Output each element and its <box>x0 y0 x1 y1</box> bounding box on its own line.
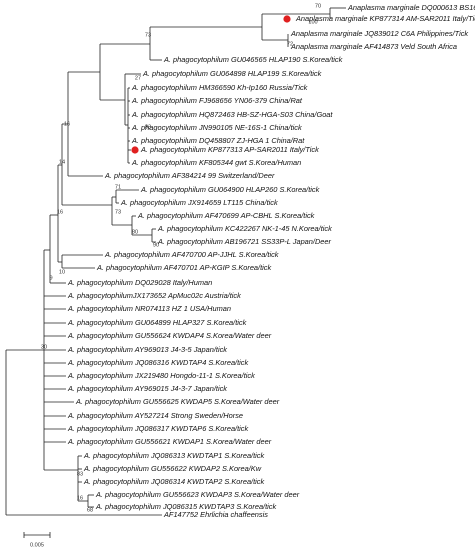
highlight-dot <box>131 146 139 154</box>
leaf-label: A. phagocytophilum GU046565 HLAP190 S.Ko… <box>163 55 343 64</box>
leaf-label: A. phagocytophilum AF470701 AP-KGIP S.Ko… <box>96 263 271 272</box>
leaf-label: A. phagocytophilum GU556625 KWDAP5 S.Kor… <box>75 397 280 406</box>
leaf-label: A. phagocytophilum GU064898 HLAP199 S.Ko… <box>142 69 322 78</box>
bootstrap-value: 83 <box>77 471 83 477</box>
leaf-label: A. phagocytophilum AY969013 J4-3-5 Japan… <box>67 345 227 354</box>
bootstrap-value: 9 <box>49 275 52 281</box>
leaf-label: A. phagocytophilum JQ086313 KWDTAP1 S.Ko… <box>83 451 265 460</box>
leaf-label: A. phagocytophilum AY969015 J4-3-7 Japan… <box>67 384 227 393</box>
leaf-label: A. phagocytophilum GU064900 HLAP260 S.Ko… <box>140 185 320 194</box>
leaf-label: Anaplasma marginale KP877314 AM-SAR2011 … <box>295 14 475 23</box>
leaf-label: A. phagocytophilum JN990105 NE-16S-1 Chi… <box>131 123 302 132</box>
bootstrap-value: 72 <box>287 41 293 47</box>
leaf-label: A. phagocytophilum AY527214 Strong Swede… <box>67 411 243 420</box>
leaf-label: A. phagocytophilum GU556623 KWDAP3 S.Kor… <box>95 490 300 499</box>
bootstrap-value: 73 <box>145 32 151 38</box>
leaf-label: Anaplasma marginale JQ839012 C6A Philipp… <box>290 29 468 38</box>
leaf-label: A. phagocytophilum JQ086316 KWDTAP4 S.Ko… <box>67 358 249 367</box>
scale-label: 0.005 <box>30 542 44 548</box>
bootstrap-value: 16 <box>57 209 63 215</box>
leaf-label: A. phagocytophilum AF470699 AP-CBHL S.Ko… <box>137 211 315 220</box>
leaf-label: A. phagocytophilum JX219480 Hongdo-11-1 … <box>67 371 255 380</box>
bootstrap-value: 16 <box>64 121 70 127</box>
leaf-label: A. phagocytophilum GU556621 KWDAP1 S.Kor… <box>67 437 272 446</box>
leaf-label: A. phagocytophilum JQ086314 KWDTAP2 S.Ko… <box>83 477 265 486</box>
leaf-label: A. phagocytophilum GU556622 KWDAP2 S.Kor… <box>83 464 262 473</box>
bootstrap-value: 80 <box>132 229 138 235</box>
highlight-dot <box>283 15 291 23</box>
bootstrap-value: 70 <box>315 3 321 9</box>
bootstrap-value: 14 <box>59 159 65 165</box>
bootstrap-value: 10 <box>59 269 65 275</box>
bootstrap-value: 68 <box>87 507 93 513</box>
leaf-label: A. phagocytophilum KF805344 gwt S.Korea/… <box>131 158 301 167</box>
leaf-label: A. phagocytophilum GU556624 KWDAP4 S.Kor… <box>67 331 272 340</box>
leaf-label: A. phagocytophilum NR074113 HZ 1 USA/Hum… <box>67 304 231 313</box>
leaf-label: A. phagocytophilum JQ086317 KWDTAP6 S.Ko… <box>67 424 249 433</box>
leaf-label: A. phagocytophilum DQ029028 Italy/Human <box>67 278 212 287</box>
leaf-label: A. phagocytophilum HM366590 Kh-Ip160 Rus… <box>131 83 308 92</box>
leaf-label: A. phagocytophilum AF470700 AP-JJHL S.Ko… <box>104 250 279 259</box>
leaf-label: A. phagocytophilum HQ872463 HB-SZ-HGA-S0… <box>131 110 333 119</box>
bootstrap-value: 30 <box>41 344 47 350</box>
leaf-label: A. phagocytophilum FJ968656 YN06-379 Chi… <box>131 96 303 105</box>
leaf-label: A. phagocytophilum AF384214 99 Switzerla… <box>104 171 275 180</box>
leaf-label: A. phagocytophilum DQ458807 ZJ-HGA 1 Chi… <box>131 136 305 145</box>
bootstrap-value: 27 <box>135 75 141 81</box>
bootstrap-value: 100 <box>308 19 317 25</box>
leaf-label: A. phagocytophilumJX173652 ApMuc02c Aust… <box>67 291 241 300</box>
leaf-label: A. phagocytophilum GU064899 HLAP327 S.Ko… <box>67 318 247 327</box>
bootstrap-value: 73 <box>115 209 121 215</box>
bootstrap-value: 83 <box>145 124 151 130</box>
leaf-label: AF147752 Ehrlichia chaffeensis <box>163 510 268 519</box>
leaf-label: A. phagocytophilum JQ086315 KWDTAP3 S.Ko… <box>95 502 277 511</box>
leaf-label: A. phagocytophilum KP877313 AP-SAR2011 I… <box>140 145 319 154</box>
leaf-label: A. phagocytophilum JX914659 LT115 China/… <box>120 198 278 207</box>
bootstrap-value: 71 <box>115 184 121 190</box>
leaf-label: A. phagocytophilum AB196721 SS33P-L Japa… <box>157 237 332 246</box>
tree-branches <box>5 7 346 538</box>
leaf-label: Anaplasma marginale AF414873 Veld South … <box>290 42 457 51</box>
bootstrap-value: 90 <box>153 242 159 248</box>
leaf-label: Anaplasma marginale DQ000613 BS16 Sicily… <box>347 3 475 12</box>
bootstrap-value: 16 <box>77 495 83 501</box>
leaf-label: A. phagocytophilum KC422267 NK-1-45 N.Ko… <box>157 224 332 233</box>
